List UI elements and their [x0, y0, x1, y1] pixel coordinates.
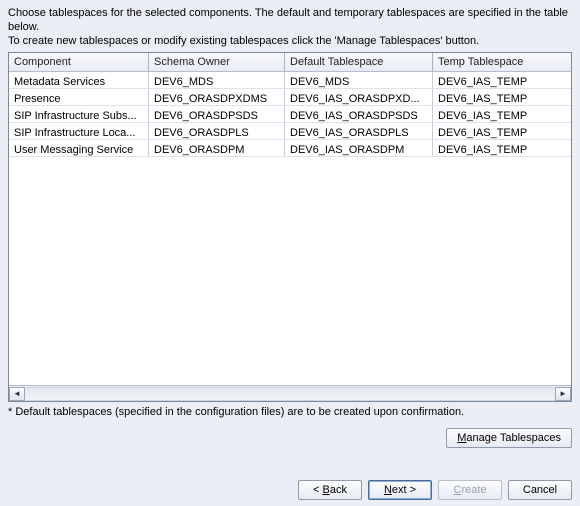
cell: User Messaging Service: [9, 140, 149, 156]
cell: DEV6_ORASDPSDS: [149, 106, 285, 122]
tablespaces-table: Component Schema Owner Default Tablespac…: [8, 52, 572, 402]
instructions-text: Choose tablespaces for the selected comp…: [8, 6, 572, 48]
col-temp-tablespace[interactable]: Temp Tablespace: [433, 53, 571, 71]
cell: DEV6_IAS_TEMP: [433, 140, 571, 156]
table-row[interactable]: Presence DEV6_ORASDPXDMS DEV6_IAS_ORASDP…: [9, 89, 571, 106]
back-button[interactable]: < Back: [298, 480, 362, 500]
cell: DEV6_IAS_ORASDPXD...: [285, 89, 433, 105]
table-row[interactable]: SIP Infrastructure Loca... DEV6_ORASDPLS…: [9, 123, 571, 140]
col-schema-owner[interactable]: Schema Owner: [149, 53, 285, 71]
cell: DEV6_ORASDPM: [149, 140, 285, 156]
cell: DEV6_IAS_TEMP: [433, 123, 571, 139]
wizard-nav: < Back Next > Create Cancel: [298, 480, 572, 500]
cell: DEV6_IAS_ORASDPM: [285, 140, 433, 156]
cancel-button[interactable]: Cancel: [508, 480, 572, 500]
table-body: Metadata Services DEV6_MDS DEV6_MDS DEV6…: [9, 72, 571, 385]
cell: DEV6_MDS: [285, 72, 433, 88]
horizontal-scrollbar[interactable]: ◄ ►: [9, 385, 571, 401]
table-row[interactable]: User Messaging Service DEV6_ORASDPM DEV6…: [9, 140, 571, 157]
table-row[interactable]: Metadata Services DEV6_MDS DEV6_MDS DEV6…: [9, 72, 571, 89]
cell: DEV6_ORASDPLS: [149, 123, 285, 139]
next-button[interactable]: Next >: [368, 480, 432, 500]
cell: DEV6_IAS_TEMP: [433, 89, 571, 105]
table-row[interactable]: SIP Infrastructure Subs... DEV6_ORASDPSD…: [9, 106, 571, 123]
table-header: Component Schema Owner Default Tablespac…: [9, 53, 571, 72]
instructions-line1: Choose tablespaces for the selected comp…: [8, 7, 568, 33]
col-default-tablespace[interactable]: Default Tablespace: [285, 53, 433, 71]
cell: DEV6_IAS_ORASDPLS: [285, 123, 433, 139]
scroll-track[interactable]: [26, 387, 554, 401]
cell: Presence: [9, 89, 149, 105]
create-button: Create: [438, 480, 502, 500]
cell: SIP Infrastructure Loca...: [9, 123, 149, 139]
cell: DEV6_IAS_TEMP: [433, 106, 571, 122]
cell: Metadata Services: [9, 72, 149, 88]
cell: DEV6_IAS_TEMP: [433, 72, 571, 88]
cell: SIP Infrastructure Subs...: [9, 106, 149, 122]
col-component[interactable]: Component: [9, 53, 149, 71]
scroll-left-icon[interactable]: ◄: [9, 387, 25, 401]
instructions-line2: To create new tablespaces or modify exis…: [8, 35, 479, 47]
footnote-text: * Default tablespaces (specified in the …: [8, 406, 572, 418]
scroll-right-icon[interactable]: ►: [555, 387, 571, 401]
cell: DEV6_MDS: [149, 72, 285, 88]
manage-tablespaces-button[interactable]: Manage Tablespaces: [446, 428, 572, 448]
cell: DEV6_ORASDPXDMS: [149, 89, 285, 105]
cell: DEV6_IAS_ORASDPSDS: [285, 106, 433, 122]
